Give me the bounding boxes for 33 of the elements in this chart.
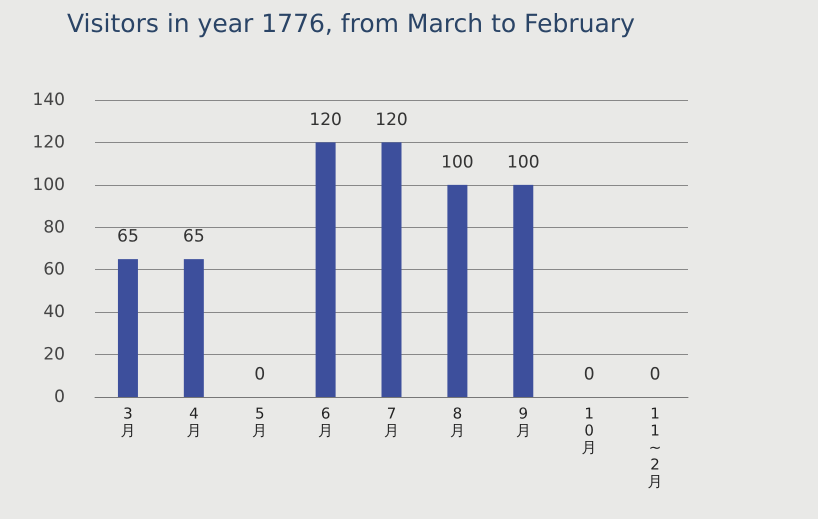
y-tick-label: 120 [32,132,65,152]
x-tick-label: 6月 [318,404,334,440]
x-tick-label: 11~2月 [648,404,663,490]
x-tick-label: 9月 [516,404,531,440]
data-label: 65 [183,226,205,247]
x-tick-label: 4月 [186,404,202,440]
bar [118,259,138,397]
y-tick-label: 80 [43,217,65,238]
chart-title: Visitors in year 1776, from March to February [67,9,636,38]
data-label: 120 [309,110,342,130]
y-tick-label: 20 [43,344,65,365]
y-tick-label: 40 [43,302,65,322]
bar [382,142,402,397]
x-tick-label: 5月 [252,404,268,440]
data-label: 100 [441,152,474,172]
data-label: 120 [375,110,408,130]
data-label: 0 [650,364,660,384]
bar [513,184,534,397]
bar [184,259,204,397]
data-label: 65 [117,226,139,247]
x-tick-label: 7月 [384,404,399,440]
x-tick-label: 3月 [120,404,136,440]
x-tick-label: 10月 [582,404,597,456]
y-tick-label: 0 [54,387,65,407]
data-label: 100 [507,152,540,172]
x-tick-label: 8月 [450,404,465,440]
bar [447,184,468,397]
bar [316,142,336,397]
y-tick-label: 60 [43,260,65,280]
y-tick-label: 140 [32,90,65,110]
data-label: 0 [254,364,266,384]
data-label: 0 [584,364,595,384]
y-tick-label: 100 [32,174,65,195]
